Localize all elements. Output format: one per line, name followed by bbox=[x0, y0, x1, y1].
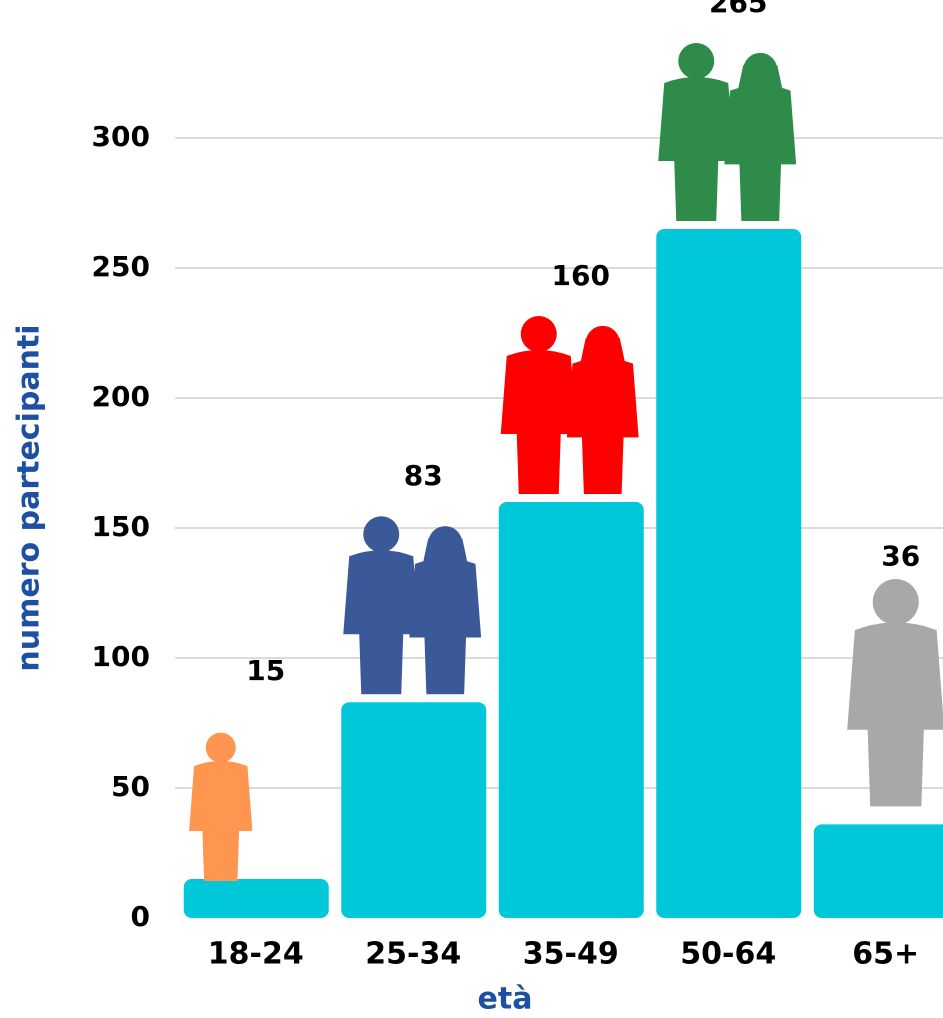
silhouette-head bbox=[678, 43, 715, 79]
data-label: 265 bbox=[709, 0, 767, 19]
y-tick-label: 100 bbox=[92, 640, 150, 673]
silhouette bbox=[500, 316, 639, 494]
silhouette-body bbox=[500, 350, 577, 494]
bar bbox=[183, 879, 329, 918]
silhouette-head bbox=[872, 578, 919, 625]
y-tick-label: 150 bbox=[92, 510, 150, 543]
silhouette bbox=[658, 43, 797, 221]
silhouette-hair bbox=[731, 65, 789, 127]
silhouette-body bbox=[189, 761, 253, 881]
silhouette bbox=[343, 516, 482, 695]
data-label: 36 bbox=[881, 539, 920, 572]
y-tick-label: 200 bbox=[92, 380, 150, 413]
y-tick-label: 50 bbox=[111, 770, 150, 803]
x-tick-label: 18-24 bbox=[208, 937, 304, 972]
data-label: 83 bbox=[404, 459, 443, 492]
data-label: 160 bbox=[552, 259, 610, 292]
x-tick-label: 25-34 bbox=[365, 937, 461, 972]
silhouette-head bbox=[205, 732, 236, 763]
silhouette-head bbox=[363, 516, 400, 553]
silhouette-body bbox=[343, 550, 420, 695]
x-axis-title: età bbox=[478, 982, 533, 1017]
x-tick-label: 50-64 bbox=[680, 937, 776, 972]
silhouette bbox=[189, 732, 253, 881]
x-tick-label: 65+ bbox=[852, 937, 919, 972]
y-axis-title: numero partecipanti bbox=[12, 324, 47, 671]
x-tick-label: 35-49 bbox=[523, 937, 619, 972]
y-tick-label: 250 bbox=[92, 250, 150, 283]
bar bbox=[498, 502, 644, 918]
silhouette-head bbox=[520, 316, 557, 352]
bar bbox=[656, 229, 802, 918]
silhouette-hair bbox=[416, 538, 474, 600]
data-label: 15 bbox=[246, 654, 285, 687]
y-tick-label: 300 bbox=[92, 120, 150, 153]
bar bbox=[813, 824, 943, 918]
silhouette bbox=[847, 578, 943, 807]
silhouette-hair bbox=[574, 338, 632, 400]
bar bbox=[341, 702, 487, 918]
y-tick-label: 0 bbox=[131, 900, 150, 933]
silhouette-body bbox=[847, 622, 943, 807]
silhouette-body bbox=[658, 77, 735, 221]
